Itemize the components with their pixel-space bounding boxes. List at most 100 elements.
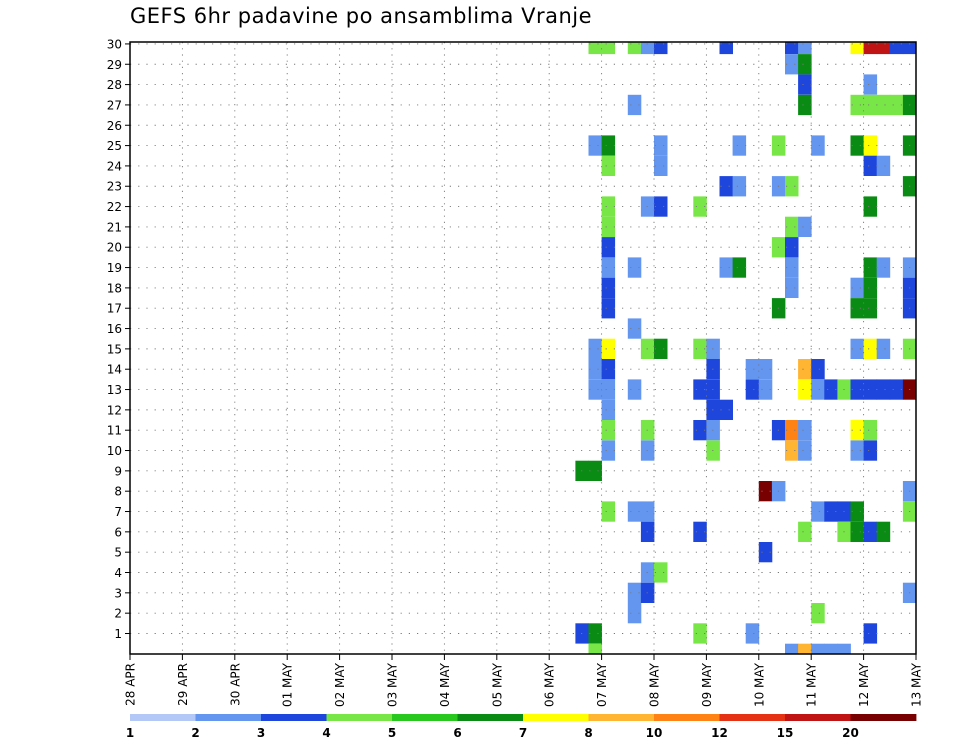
heatmap-cell bbox=[654, 338, 668, 359]
heatmap-cell bbox=[654, 196, 668, 217]
y-tick-label: 18 bbox=[107, 281, 122, 295]
heatmap-cell bbox=[627, 379, 642, 400]
heatmap-cell bbox=[850, 521, 864, 542]
heatmap-cell bbox=[732, 135, 747, 156]
heatmap-cell bbox=[654, 155, 668, 176]
x-tick-label: 05 MAY bbox=[490, 662, 504, 707]
heatmap-cell bbox=[745, 379, 760, 400]
legend-label: 15 bbox=[777, 726, 794, 740]
y-tick-label: 12 bbox=[107, 403, 122, 417]
heatmap-cell bbox=[601, 196, 616, 217]
y-tick-label: 1 bbox=[114, 627, 122, 641]
heatmap-cell bbox=[837, 643, 851, 654]
legend-label: 12 bbox=[711, 726, 728, 740]
legend-label: 6 bbox=[453, 726, 461, 740]
x-tick-label: 28 APR bbox=[124, 663, 138, 706]
heatmap-cell bbox=[745, 623, 760, 644]
y-tick-label: 11 bbox=[107, 424, 122, 438]
legend-label: 7 bbox=[519, 726, 527, 740]
heatmap-cell bbox=[719, 257, 733, 278]
y-tick-label: 15 bbox=[107, 342, 122, 356]
heatmap-cell bbox=[863, 440, 878, 461]
heatmap-cell bbox=[850, 135, 864, 156]
heatmap-cell bbox=[863, 135, 878, 156]
heatmap-cell bbox=[693, 521, 707, 542]
heatmap-cell bbox=[850, 277, 864, 298]
heatmap-cell bbox=[785, 440, 799, 461]
y-tick-label: 13 bbox=[107, 383, 122, 397]
heatmap-cell bbox=[863, 420, 878, 441]
heatmap-cell bbox=[811, 501, 825, 522]
heatmap-cell bbox=[863, 74, 878, 95]
legend-label: 5 bbox=[388, 726, 396, 740]
heatmap-cell bbox=[798, 420, 812, 441]
heatmap-cell bbox=[758, 379, 773, 400]
y-tick-label: 5 bbox=[114, 546, 122, 560]
heatmap-cell bbox=[654, 135, 668, 156]
heatmap-cell bbox=[601, 42, 616, 55]
heatmap-cell bbox=[758, 359, 773, 380]
legend-label: 20 bbox=[842, 726, 859, 740]
heatmap-cell bbox=[588, 623, 602, 644]
heatmap-cell bbox=[863, 196, 878, 217]
legend-swatch bbox=[130, 714, 196, 721]
heatmap-cell bbox=[889, 42, 904, 55]
y-tick-label: 10 bbox=[107, 444, 122, 458]
y-tick-label: 3 bbox=[114, 586, 122, 600]
cells-layer bbox=[575, 42, 916, 654]
heatmap-cell bbox=[850, 338, 864, 359]
heatmap-cell bbox=[627, 501, 642, 522]
heatmap-cell bbox=[601, 399, 616, 420]
x-tick-label: 06 MAY bbox=[543, 662, 557, 707]
heatmap-cell bbox=[876, 379, 891, 400]
x-axis: 28 APR 29 APR 30 APR 01 MAY 02 MAY 03 MAY 04 M… bbox=[124, 654, 924, 707]
heatmap-cell bbox=[601, 440, 616, 461]
legend-label: 2 bbox=[191, 726, 199, 740]
heatmap-cell bbox=[601, 338, 616, 359]
y-tick-label: 27 bbox=[107, 98, 122, 112]
heatmap-cell bbox=[798, 643, 812, 654]
y-tick-label: 17 bbox=[107, 302, 122, 316]
heatmap-cell bbox=[627, 42, 642, 55]
heatmap-cell bbox=[719, 399, 733, 420]
heatmap-cell bbox=[876, 155, 891, 176]
legend-swatch bbox=[326, 714, 393, 721]
heatmap-cell bbox=[785, 643, 799, 654]
legend-label: 4 bbox=[322, 726, 330, 740]
x-tick-label: 10 MAY bbox=[752, 662, 766, 707]
heatmap-cell bbox=[627, 257, 642, 278]
heatmap-cell bbox=[601, 135, 616, 156]
heatmap-cell bbox=[850, 501, 864, 522]
x-tick-label: 13 MAY bbox=[910, 662, 924, 707]
heatmap-cell bbox=[601, 359, 616, 380]
heatmap-cell bbox=[732, 257, 747, 278]
heatmap-cell bbox=[863, 155, 878, 176]
heatmap-cell bbox=[785, 42, 799, 55]
heatmap-cell bbox=[785, 216, 799, 237]
legend-swatch bbox=[457, 714, 524, 721]
heatmap-cell bbox=[758, 481, 773, 502]
heatmap-cell bbox=[785, 54, 799, 75]
heatmap-cell bbox=[601, 501, 616, 522]
heatmap-cell bbox=[863, 42, 878, 55]
heatmap-cell bbox=[798, 359, 812, 380]
y-tick-label: 22 bbox=[107, 200, 122, 214]
heatmap-cell bbox=[601, 257, 616, 278]
heatmap-cell bbox=[601, 420, 616, 441]
heatmap-cell bbox=[588, 42, 602, 55]
legend-label: 3 bbox=[257, 726, 265, 740]
heatmap-cell bbox=[876, 257, 891, 278]
heatmap-cell bbox=[798, 440, 812, 461]
y-tick-label: 2 bbox=[114, 607, 122, 621]
heatmap-cell bbox=[601, 216, 616, 237]
heatmap-cell bbox=[863, 623, 878, 644]
heatmap-cell bbox=[863, 338, 878, 359]
heatmap-cell bbox=[640, 42, 655, 55]
y-tick-label: 23 bbox=[107, 180, 122, 194]
heatmap-cell bbox=[719, 176, 733, 197]
heatmap-cell bbox=[863, 277, 878, 298]
x-tick-label: 07 MAY bbox=[595, 662, 609, 707]
heatmap-cell bbox=[811, 135, 825, 156]
heatmap-cell bbox=[798, 521, 812, 542]
